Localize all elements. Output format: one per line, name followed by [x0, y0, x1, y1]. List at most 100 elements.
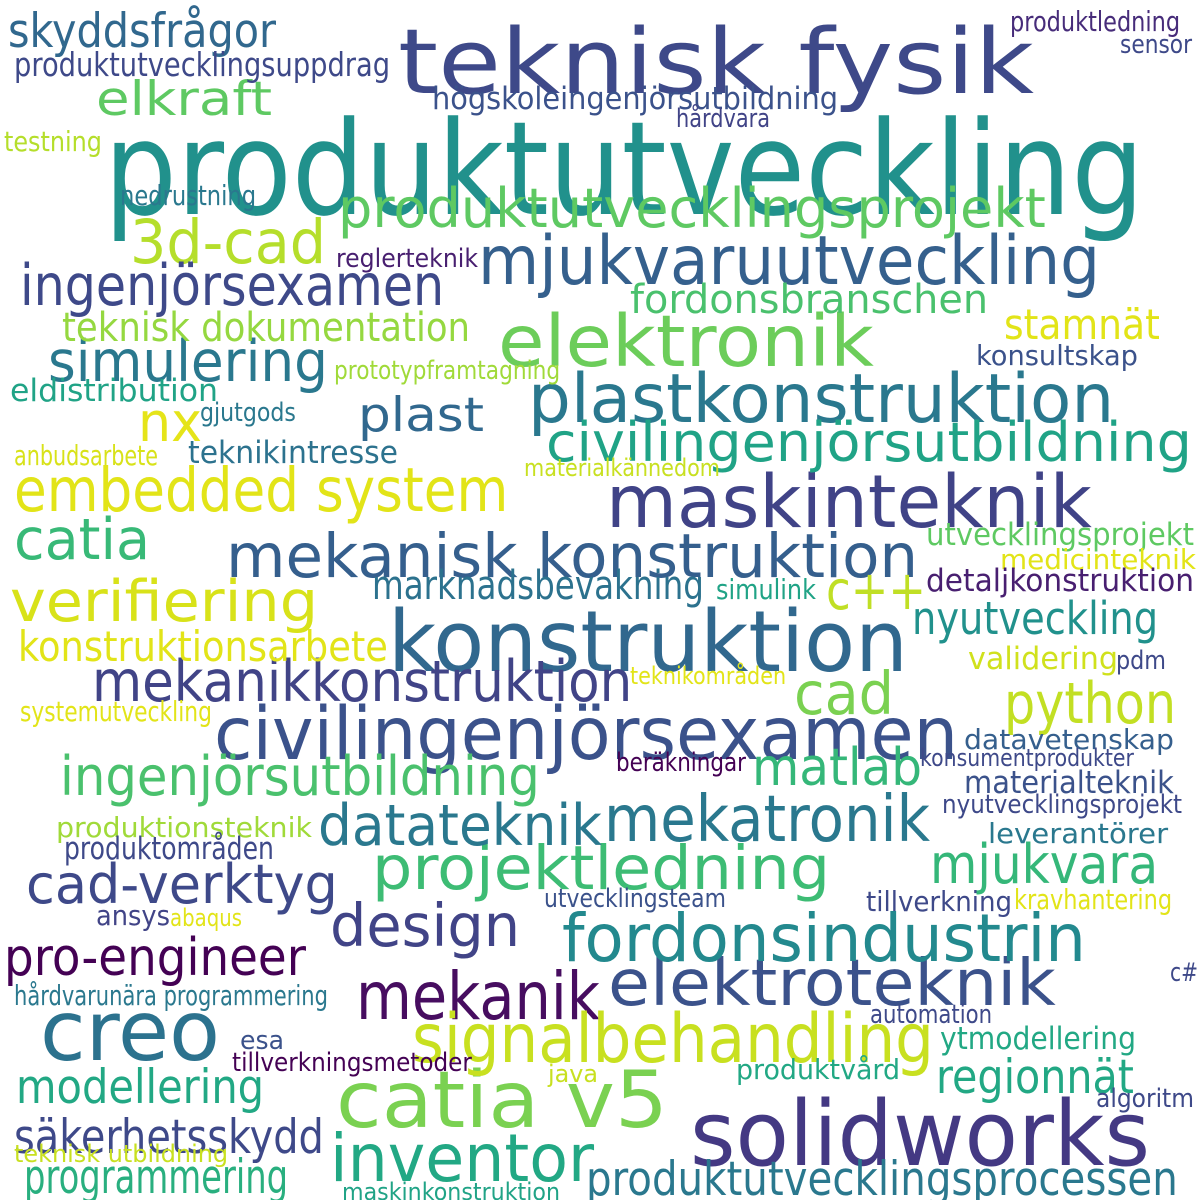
- word: fordonsindustrin: [562, 900, 1086, 977]
- word: konsumentprodukter: [920, 744, 1134, 772]
- word: elektroteknik: [608, 947, 1056, 1021]
- word: ingenjörsutbildning: [60, 745, 540, 808]
- word: anbudsarbete: [14, 439, 159, 472]
- word: maskinkonstruktion: [342, 1178, 560, 1200]
- word: design: [330, 891, 521, 960]
- word: teknisk fysik: [398, 10, 1034, 115]
- word: algoritm: [1096, 1084, 1195, 1114]
- word: c++: [826, 559, 926, 622]
- word: catia v5: [336, 1056, 668, 1146]
- word: ingenjörsexamen: [20, 253, 445, 319]
- word: mjukvara: [930, 833, 1159, 896]
- word: mekanisk konstruktion: [226, 521, 919, 592]
- word: produktionsteknik: [56, 811, 312, 844]
- word: hårdvarunära programmering: [14, 979, 328, 1012]
- word: civilingenjörsutbildning: [546, 411, 1192, 474]
- word: detaljkonstruktion: [926, 563, 1194, 599]
- word: nedrustning: [120, 179, 257, 212]
- word: nyutveckling: [912, 592, 1159, 645]
- word: 3d-cad: [130, 207, 327, 278]
- word: verifiering: [10, 569, 319, 635]
- word: mekanikkonstruktion: [92, 649, 633, 715]
- word: solidworks: [690, 1082, 1151, 1187]
- word: produktutvecklingsuppdrag: [14, 45, 391, 84]
- word: produktutvecklingsprojekt: [338, 177, 1046, 240]
- word: sensor: [1120, 30, 1193, 60]
- word: högskoleingenjörsutbildning: [432, 81, 839, 117]
- word: konsultskap: [976, 339, 1138, 372]
- word: materialteknik: [964, 765, 1174, 801]
- word: cad-verktyg: [26, 853, 338, 916]
- word: medicinteknik: [1000, 543, 1196, 576]
- word: creo: [40, 983, 220, 1080]
- word: plast: [358, 388, 484, 443]
- word: produktutveckling: [104, 93, 1145, 245]
- word: python: [1004, 671, 1177, 737]
- word: gjutgods: [200, 398, 296, 428]
- word: matlab: [752, 738, 923, 798]
- word: cad: [794, 659, 895, 728]
- word: prototypframtagning: [334, 356, 561, 386]
- word: marknadsbevakning: [372, 563, 704, 609]
- word: kravhantering: [1014, 883, 1173, 916]
- word: projektledning: [372, 833, 831, 904]
- word: utvecklingsprojekt: [926, 517, 1195, 553]
- word: hårdvara: [676, 104, 771, 134]
- word: teknikintresse: [188, 435, 399, 471]
- word: konstruktion: [388, 593, 908, 692]
- word: produktledning: [1010, 5, 1181, 38]
- word: produktutvecklingsprocessen: [586, 1152, 1178, 1200]
- word: systemutveckling: [20, 695, 212, 728]
- word: leverantörer: [988, 817, 1169, 850]
- word: regionnät: [936, 1050, 1134, 1105]
- word: programmering: [24, 1150, 289, 1200]
- word: java: [548, 1060, 598, 1088]
- word: datateknik: [318, 793, 603, 859]
- word: elektronik: [498, 300, 874, 383]
- word: skyddsfrågor: [8, 4, 277, 59]
- word: pro-engineer: [4, 928, 306, 988]
- word: beräkningar: [616, 748, 746, 778]
- word: signalbehandling: [412, 1000, 934, 1079]
- word: civilingenjörsexamen: [214, 692, 959, 777]
- word: ytmodellering: [940, 1021, 1137, 1057]
- word: ansys: [96, 899, 170, 932]
- word: simulink: [716, 573, 816, 606]
- word: mjukvaruutveckling: [478, 222, 1101, 301]
- word: datavetenskap: [964, 723, 1174, 756]
- word: mekatronik: [604, 783, 931, 857]
- word: inventor: [330, 1120, 595, 1197]
- word: c#: [1170, 958, 1199, 988]
- word: eldistribution: [10, 373, 219, 409]
- word: stamnät: [1004, 300, 1160, 349]
- word: teknisk utbildning: [14, 1140, 229, 1168]
- word: elkraft: [96, 72, 273, 127]
- word: konstruktionsarbete: [18, 622, 388, 671]
- word: säkerhetsskydd: [14, 1110, 324, 1165]
- word: teknisk dokumentation: [62, 305, 471, 351]
- word: modellering: [16, 1060, 265, 1115]
- word: simulering: [48, 329, 328, 395]
- word: testning: [4, 125, 102, 158]
- word: tillverkning: [866, 885, 1013, 918]
- word: utvecklingsteam: [544, 884, 726, 914]
- word: validering: [968, 641, 1119, 677]
- word: reglerteknik: [336, 244, 478, 274]
- word: pdm: [1116, 646, 1167, 676]
- word: mekanik: [356, 958, 601, 1035]
- word: fordonsbranschen: [630, 277, 989, 323]
- word: materialkännedom: [524, 454, 720, 482]
- word: produktområden: [64, 831, 274, 867]
- word: abaqus: [170, 904, 243, 932]
- word: embedded system: [14, 455, 509, 526]
- word: plastkonstruktion: [528, 360, 1115, 439]
- word: automation: [870, 1000, 993, 1030]
- word: maskinteknik: [606, 460, 1092, 545]
- word: tillverkningsmetoder: [232, 1048, 472, 1078]
- word: nyutvecklingsprojekt: [942, 790, 1183, 820]
- word: teknikområden: [630, 662, 787, 690]
- word: produktvård: [736, 1053, 901, 1086]
- word: nx: [138, 391, 203, 454]
- word: catia: [14, 507, 151, 573]
